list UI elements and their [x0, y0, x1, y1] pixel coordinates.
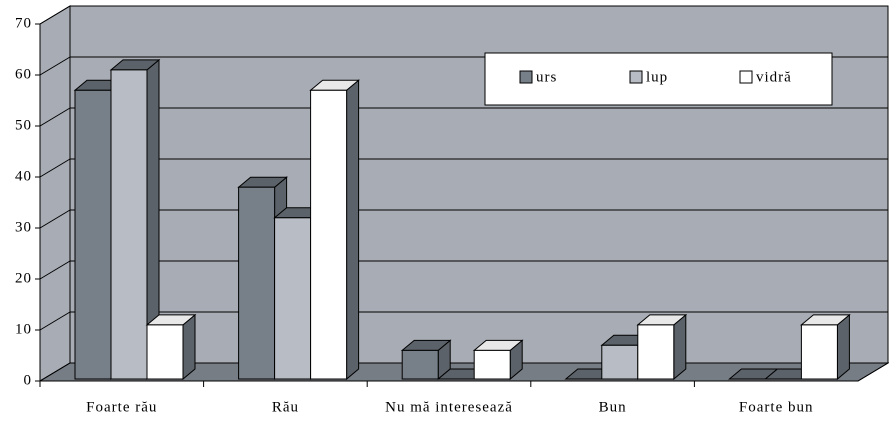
- y-tick-label: 30: [15, 219, 32, 235]
- bar: [74, 89, 112, 380]
- x-tick-label: Nu mă interesează: [385, 399, 513, 415]
- legend-swatch: [519, 70, 533, 84]
- side-wall: [39, 5, 71, 382]
- y-tick-label: 20: [15, 270, 32, 286]
- grid-line-side: [39, 260, 71, 280]
- grid-line-side: [39, 311, 71, 331]
- bar: [637, 324, 675, 380]
- legend-label: urs: [536, 69, 557, 85]
- grid-line-side: [39, 209, 71, 229]
- grid-line-side: [39, 5, 71, 25]
- y-tick-label: 0: [24, 372, 33, 388]
- x-tick-label: Foarte bun: [739, 399, 814, 415]
- legend-box: [484, 52, 833, 106]
- legend-label: lup: [646, 69, 668, 85]
- bar: [473, 349, 511, 380]
- x-tick-label: Rău: [272, 399, 299, 415]
- y-tick-label: 50: [15, 117, 32, 133]
- y-tick-label: 10: [15, 321, 32, 337]
- bar: [601, 344, 639, 380]
- bar: [238, 186, 276, 380]
- y-tick-label: 70: [15, 15, 32, 31]
- x-tick-label: Bun: [599, 399, 627, 415]
- bar-side: [836, 313, 850, 381]
- bar: [110, 69, 148, 380]
- y-tick-label: 60: [15, 66, 32, 82]
- bar: [800, 324, 838, 380]
- grid-line-side: [39, 107, 71, 127]
- grid-line-side: [39, 362, 71, 382]
- bar: [401, 349, 439, 380]
- x-axis-end: [857, 362, 889, 382]
- y-tick-label: 40: [15, 168, 32, 184]
- bar: [274, 217, 312, 380]
- bar-side: [182, 313, 196, 381]
- bar: [146, 324, 184, 380]
- legend-swatch: [739, 70, 753, 84]
- legend-label: vidră: [756, 69, 792, 85]
- grid-line-side: [39, 158, 71, 178]
- grid-line-side: [39, 56, 71, 76]
- bar-side: [673, 313, 687, 381]
- bar-side: [346, 79, 360, 381]
- legend-swatch: [629, 70, 643, 84]
- bar: [310, 89, 348, 380]
- x-tick-label: Foarte rău: [86, 399, 157, 415]
